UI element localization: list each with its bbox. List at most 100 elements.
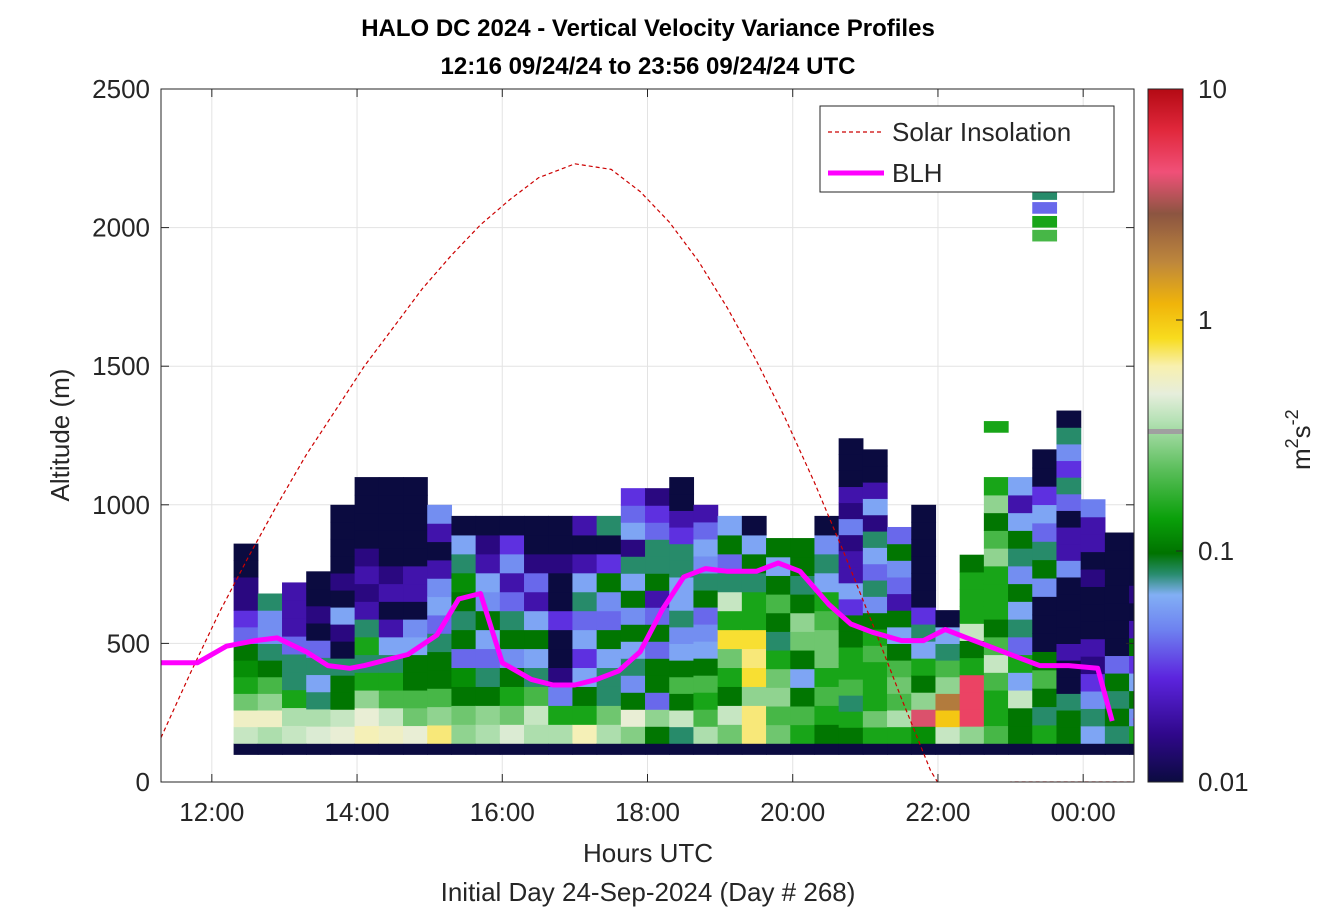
heatmap-cell	[282, 725, 307, 744]
y-tick-label: 2000	[92, 213, 150, 243]
heatmap-cell	[838, 743, 864, 755]
heatmap-cell	[233, 593, 259, 611]
x-tick-label: 20:00	[760, 797, 825, 827]
heatmap-cell	[1056, 676, 1082, 694]
heatmap-cell	[741, 610, 767, 631]
heatmap-cell	[524, 515, 549, 536]
heatmap-cell	[1056, 443, 1082, 462]
heatmap-cell	[403, 743, 428, 755]
heatmap-cell	[572, 629, 598, 650]
heatmap-cell	[354, 530, 380, 549]
heatmap-cell	[257, 660, 283, 678]
heatmap-cell	[572, 724, 598, 744]
heatmap-cell	[645, 692, 670, 710]
heatmap-cell	[306, 674, 332, 693]
heatmap-cell	[282, 618, 307, 637]
heatmap-cell	[669, 743, 695, 755]
heatmap-cell	[499, 515, 525, 536]
heatmap-cell	[1104, 725, 1130, 744]
heatmap-cell	[1008, 636, 1033, 656]
heatmap-cell	[354, 477, 380, 496]
heatmap-cell	[1129, 655, 1134, 674]
heatmap-cell	[645, 726, 670, 744]
heatmap-cell	[887, 526, 912, 545]
heatmap-cell	[354, 583, 380, 602]
heatmap-cell	[887, 660, 912, 678]
heatmap-cell	[427, 688, 453, 708]
heatmap-cell	[1032, 541, 1058, 561]
heatmap-cell	[475, 572, 501, 593]
heatmap-cell	[814, 534, 840, 555]
heatmap-cell	[475, 724, 501, 744]
heatmap-cell	[766, 594, 791, 614]
heatmap-cell	[669, 526, 695, 545]
heatmap-cell	[233, 743, 259, 755]
heatmap-cell	[330, 589, 356, 608]
heatmap-cell	[911, 521, 937, 540]
heatmap-cell	[572, 686, 598, 706]
heatmap-cell	[1104, 655, 1130, 674]
heatmap-cell	[838, 598, 864, 616]
heatmap-cell	[1056, 560, 1082, 578]
heatmap-cell	[1080, 603, 1106, 622]
heatmap-cell	[354, 494, 380, 514]
heatmap-cell	[1104, 637, 1130, 657]
heatmap-cell	[911, 658, 937, 676]
y-tick-label: 2500	[92, 74, 150, 104]
heatmap-cell	[1032, 229, 1058, 242]
heatmap-cell	[427, 596, 453, 616]
heatmap-cell	[741, 667, 767, 687]
heatmap-cell	[620, 488, 646, 506]
heatmap-cell	[378, 707, 404, 727]
heatmap-cell	[1080, 621, 1106, 640]
heatmap-cell	[645, 488, 670, 506]
heatmap-cell	[693, 572, 719, 591]
heatmap-cell	[1032, 577, 1058, 597]
heatmap-cell	[475, 648, 501, 669]
heatmap-cell	[838, 662, 864, 680]
heatmap-cell	[983, 565, 1009, 585]
heatmap-cell	[499, 572, 525, 593]
colorbar-label-exp1: 2	[1282, 438, 1302, 448]
heatmap-cell	[814, 610, 840, 631]
heatmap-cell	[1056, 709, 1082, 728]
heatmap-cell	[378, 530, 404, 549]
chart-title: HALO DC 2024 - Vertical Velocity Varianc…	[361, 15, 935, 42]
heatmap-cell	[427, 651, 453, 671]
heatmap-cell	[790, 612, 816, 632]
heatmap-cell	[378, 565, 404, 585]
y-tick-label: 0	[136, 767, 150, 797]
heatmap-cell	[233, 643, 259, 661]
heatmap-cell	[814, 648, 840, 669]
heatmap-cell	[983, 601, 1009, 620]
heatmap-cell	[233, 726, 259, 744]
heatmap-cell	[378, 689, 404, 709]
heatmap-cell	[1008, 494, 1033, 514]
legend: Solar Insolation BLH	[819, 105, 1115, 193]
heatmap-cell	[1129, 567, 1134, 586]
heatmap-cell	[911, 726, 937, 744]
heatmap-cell	[693, 675, 719, 693]
heatmap-cell	[1008, 583, 1033, 602]
heatmap-cell	[766, 556, 791, 576]
heatmap-cell	[427, 724, 453, 744]
heatmap-cell	[475, 686, 501, 706]
colorbar-tick-label: 0.01	[1198, 767, 1249, 797]
x-tick-label: 16:00	[470, 797, 535, 827]
heatmap-cell	[1032, 706, 1058, 726]
heatmap-cell	[717, 648, 743, 669]
heatmap-cell	[669, 709, 695, 728]
heatmap-cell	[451, 610, 477, 631]
heatmap-cell	[499, 553, 525, 574]
heatmap-cell	[645, 539, 670, 557]
colorbar-label-mid: s	[1286, 425, 1316, 438]
heatmap-cell	[1080, 725, 1106, 744]
heatmap-cell	[645, 675, 670, 693]
heatmap-cell	[403, 477, 428, 496]
heatmap-cell	[354, 689, 380, 709]
heatmap-cell	[741, 572, 767, 593]
heatmap-cell	[475, 667, 501, 687]
heatmap-cell	[766, 631, 791, 651]
heatmap-cell	[814, 743, 840, 755]
heatmap-cell	[282, 743, 307, 755]
